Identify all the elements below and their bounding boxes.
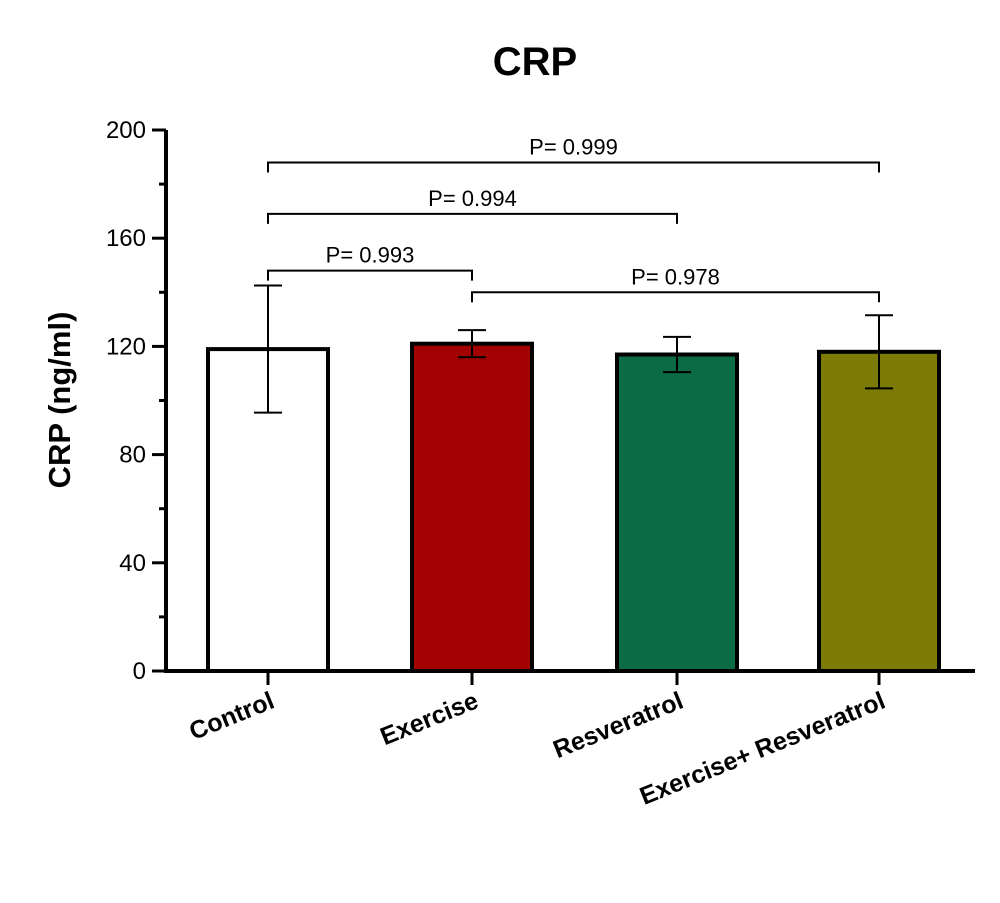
comparison-bracket	[471, 291, 880, 303]
bar-exercise-resveratrol	[817, 349, 941, 673]
p-value-label: P= 0.978	[631, 264, 720, 289]
category-label: Exercise	[376, 687, 482, 752]
plot-area: 0 40 80 120 160 200 P= 0.999 P= 0.993 P= 0.994 P=…	[106, 117, 975, 811]
bar-resveratrol	[615, 352, 739, 673]
comparison-bracket	[267, 161, 880, 173]
y-tick-label: 0	[133, 658, 146, 685]
y-axis-label: CRP (ng/ml)	[42, 312, 77, 489]
category-label: Resveratrol	[549, 687, 687, 764]
chart-title: CRP	[493, 40, 577, 84]
p-value-label: P= 0.999	[529, 134, 618, 159]
p-value-label: P= 0.994	[428, 186, 517, 211]
comparison-bracket	[267, 269, 473, 281]
p-value-label: P= 0.993	[326, 243, 415, 268]
y-tick-label: 80	[119, 442, 146, 469]
y-tick-label: 160	[106, 225, 146, 252]
y-tick-label: 120	[106, 333, 146, 360]
y-tick-label: 40	[119, 550, 146, 577]
bar-exercise	[410, 341, 534, 673]
comparison-bracket	[267, 212, 678, 224]
y-tick-label: 200	[106, 117, 146, 144]
category-label: Control	[185, 687, 278, 746]
